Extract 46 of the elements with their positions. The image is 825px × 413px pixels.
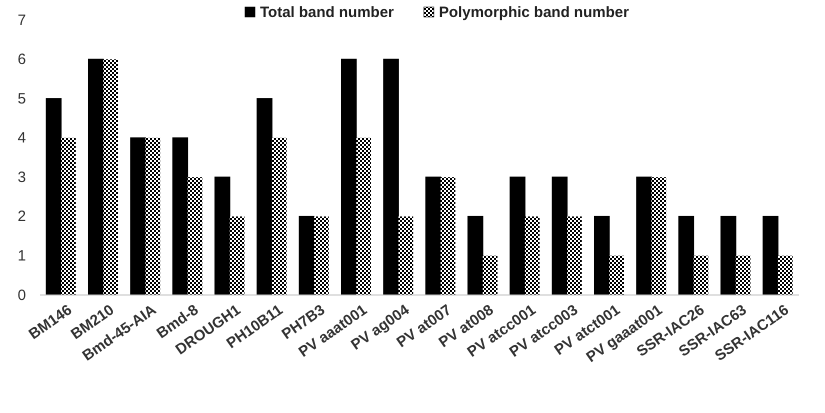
bar [594,216,610,296]
bar [552,176,568,296]
legend-label: Total band number [260,4,394,21]
bar [103,59,118,295]
y-tick-label: 5 [18,90,26,108]
bar [314,216,329,295]
bar [524,216,540,295]
bar [230,216,245,295]
y-tick-label: 1 [18,248,26,265]
bar [762,216,778,296]
y-tick-label: 4 [18,130,26,147]
bar [130,137,146,296]
bar [88,58,104,296]
bar [636,176,652,296]
bar [61,138,76,295]
bar [440,177,456,295]
bar [678,216,694,296]
bar [188,177,202,295]
y-tick-label: 6 [18,51,26,68]
bar [510,176,526,296]
bar [609,256,624,295]
bar [172,137,188,296]
y-tick-label: 0 [18,286,26,304]
bar [214,176,230,296]
bar [482,256,498,295]
bar [272,138,287,295]
bar [694,256,708,295]
bar [298,216,315,296]
bar [720,216,736,296]
bar [736,256,751,295]
y-tick-label: 2 [18,208,26,226]
bar [356,138,372,295]
bar [567,216,582,295]
bar [651,177,666,295]
y-tick-label: 3 [18,168,26,186]
bar [398,216,414,295]
bar [778,256,793,295]
bar [467,216,484,296]
bar [383,58,399,296]
bar [145,138,160,295]
legend-label: Polymorphic band number [438,4,630,21]
y-tick-label: 7 [18,12,26,29]
bar [425,176,442,296]
bar [340,58,357,296]
bar [256,98,272,296]
bar [46,98,62,296]
